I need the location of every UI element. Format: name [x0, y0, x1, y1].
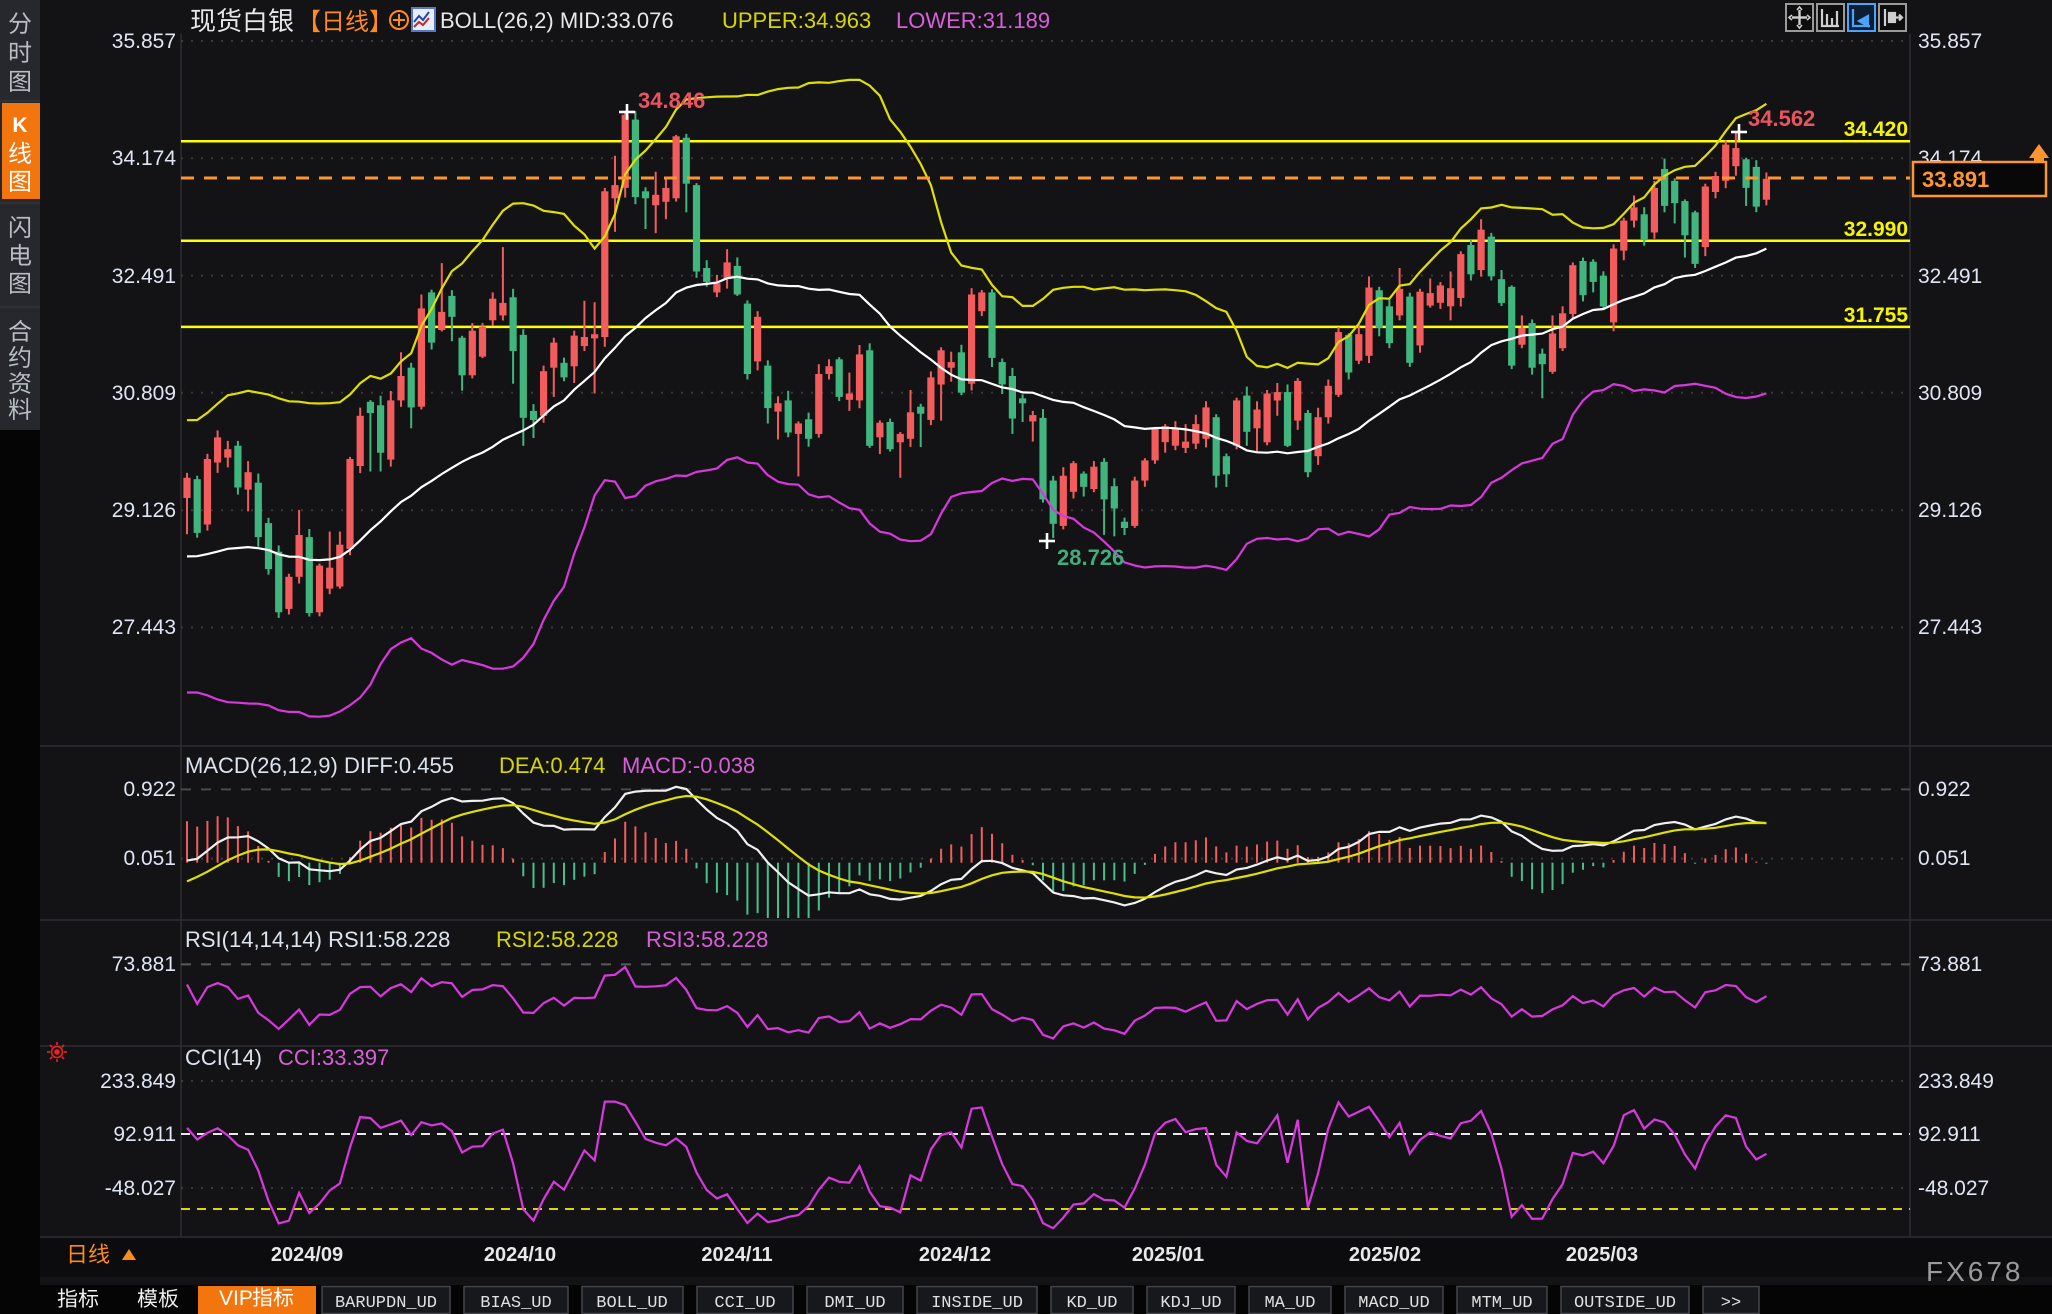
svg-text:CCI:33.397: CCI:33.397 — [278, 1045, 389, 1070]
svg-text:BARUPDN_UD: BARUPDN_UD — [335, 1294, 437, 1313]
svg-text:2024/09: 2024/09 — [271, 1244, 343, 1266]
svg-text:73.881: 73.881 — [1918, 953, 1982, 976]
svg-text:32.491: 32.491 — [1918, 265, 1982, 288]
svg-text:-48.027: -48.027 — [1918, 1177, 1989, 1200]
svg-text:31.755: 31.755 — [1844, 304, 1909, 327]
svg-text:>>: >> — [1721, 1294, 1741, 1313]
svg-text:233.849: 233.849 — [100, 1070, 176, 1093]
svg-text:0.051: 0.051 — [1918, 847, 1971, 870]
svg-text:2025/03: 2025/03 — [1566, 1244, 1638, 1266]
svg-text:2024/10: 2024/10 — [484, 1244, 556, 1266]
svg-text:2025/02: 2025/02 — [1349, 1244, 1421, 1266]
svg-text:27.443: 27.443 — [1918, 616, 1982, 639]
svg-text:RSI2:58.228: RSI2:58.228 — [496, 927, 618, 952]
svg-text:DMI_UD: DMI_UD — [824, 1294, 885, 1313]
svg-text:34.562: 34.562 — [1748, 106, 1815, 131]
svg-text:33.891: 33.891 — [1922, 167, 1989, 192]
svg-text:MA_UD: MA_UD — [1264, 1294, 1315, 1313]
svg-text:0.922: 0.922 — [1918, 778, 1971, 801]
svg-text:27.443: 27.443 — [112, 616, 176, 639]
svg-text:32.990: 32.990 — [1844, 218, 1908, 241]
svg-text:0.922: 0.922 — [123, 778, 176, 801]
svg-text:RSI(14,14,14) RSI1:58.228: RSI(14,14,14) RSI1:58.228 — [185, 927, 450, 952]
svg-text:92.911: 92.911 — [1918, 1123, 1981, 1146]
svg-text:UPPER:34.963: UPPER:34.963 — [722, 8, 871, 33]
svg-text:KDJ_UD: KDJ_UD — [1160, 1294, 1221, 1313]
svg-text:0.051: 0.051 — [123, 847, 176, 870]
svg-text:MACD_UD: MACD_UD — [1358, 1294, 1429, 1313]
svg-text:DEA:0.474: DEA:0.474 — [499, 753, 605, 778]
svg-text:29.126: 29.126 — [112, 499, 176, 522]
svg-text:MACD:-0.038: MACD:-0.038 — [622, 753, 755, 778]
svg-text:CCI_UD: CCI_UD — [714, 1294, 775, 1313]
svg-text:VIP: VIP — [219, 1287, 253, 1310]
svg-text:INSIDE_UD: INSIDE_UD — [931, 1294, 1023, 1313]
svg-text:BIAS_UD: BIAS_UD — [480, 1294, 551, 1313]
svg-text:34.420: 34.420 — [1844, 118, 1908, 141]
svg-text:35.857: 35.857 — [1918, 30, 1982, 53]
svg-text:OUTSIDE_UD: OUTSIDE_UD — [1574, 1294, 1676, 1313]
svg-text:K: K — [12, 114, 27, 137]
svg-text:34.846: 34.846 — [638, 88, 705, 113]
svg-text:28.726: 28.726 — [1057, 545, 1124, 570]
svg-text:LOWER:31.189: LOWER:31.189 — [896, 8, 1050, 33]
svg-text:233.849: 233.849 — [1918, 1070, 1994, 1093]
svg-text:92.911: 92.911 — [113, 1123, 176, 1146]
svg-text:CCI(14): CCI(14) — [185, 1045, 262, 1070]
svg-text:32.491: 32.491 — [112, 265, 176, 288]
svg-text:MACD(26,12,9) DIFF:0.455: MACD(26,12,9) DIFF:0.455 — [185, 753, 454, 778]
svg-text:BOLL(26,2) MID:33.076: BOLL(26,2) MID:33.076 — [440, 8, 674, 33]
svg-text:30.809: 30.809 — [112, 382, 176, 405]
svg-text:2024/11: 2024/11 — [701, 1244, 772, 1266]
svg-text:2024/12: 2024/12 — [919, 1244, 991, 1266]
svg-text:RSI3:58.228: RSI3:58.228 — [646, 927, 768, 952]
svg-text:73.881: 73.881 — [112, 953, 176, 976]
svg-text:29.126: 29.126 — [1918, 499, 1982, 522]
svg-text:BOLL_UD: BOLL_UD — [596, 1294, 667, 1313]
svg-text:30.809: 30.809 — [1918, 382, 1982, 405]
svg-text:-48.027: -48.027 — [105, 1177, 176, 1200]
svg-text:34.174: 34.174 — [112, 147, 177, 170]
svg-text:MTM_UD: MTM_UD — [1471, 1294, 1532, 1313]
svg-text:35.857: 35.857 — [112, 30, 176, 53]
svg-text:2025/01: 2025/01 — [1132, 1244, 1204, 1266]
svg-text:KD_UD: KD_UD — [1066, 1294, 1117, 1313]
svg-text:FX678: FX678 — [1926, 1256, 2024, 1287]
